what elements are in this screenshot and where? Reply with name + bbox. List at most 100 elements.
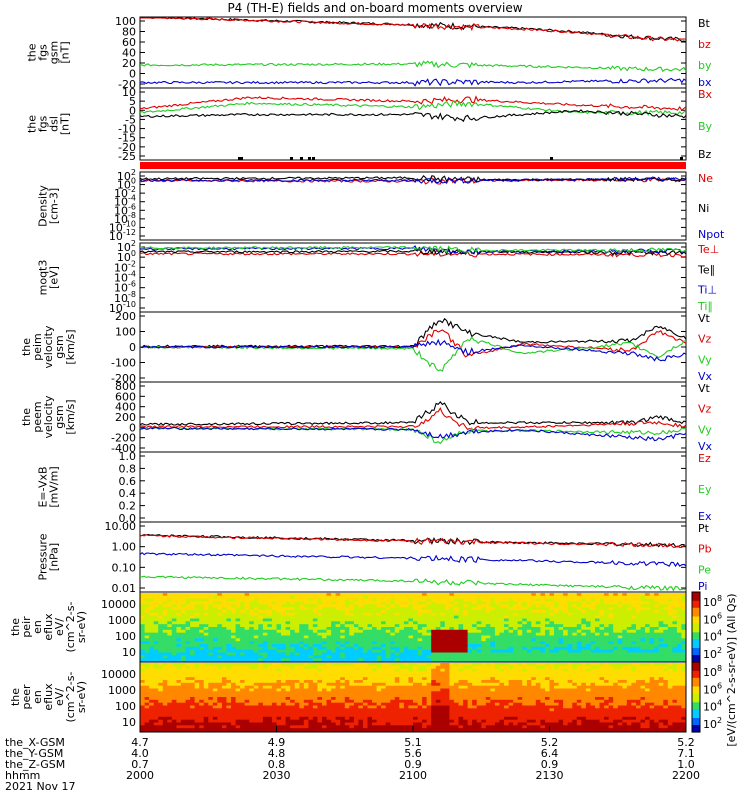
heatmap-cell bbox=[249, 632, 255, 637]
heatmap-cell bbox=[658, 680, 664, 684]
series-line-Vx bbox=[139, 426, 687, 442]
heatmap-cell bbox=[267, 595, 273, 600]
legend-Ni: Ni bbox=[698, 202, 709, 215]
heatmap-cell bbox=[390, 646, 396, 651]
heatmap-cell bbox=[153, 601, 159, 605]
heatmap-cell bbox=[522, 655, 528, 659]
heatmap-cell bbox=[617, 615, 623, 620]
heatmap-cell bbox=[499, 668, 505, 673]
heatmap-cell bbox=[199, 627, 205, 631]
heatmap-cell bbox=[340, 677, 346, 681]
heatmap-cell bbox=[353, 697, 359, 701]
heatmap-cell bbox=[631, 652, 637, 656]
y-axis-label: gsm bbox=[53, 335, 66, 358]
heatmap-cell bbox=[403, 702, 409, 707]
heatmap-cell bbox=[667, 629, 673, 634]
heatmap-cell bbox=[312, 655, 318, 659]
heatmap-cell bbox=[403, 682, 409, 687]
heatmap-cell bbox=[631, 688, 637, 692]
heatmap-cell bbox=[608, 685, 614, 690]
heatmap-cell bbox=[217, 612, 223, 617]
heatmap-cell bbox=[622, 652, 628, 656]
heatmap-cell bbox=[335, 694, 341, 698]
heatmap-cell bbox=[572, 685, 578, 690]
heatmap-cell bbox=[581, 627, 587, 631]
heatmap-cell bbox=[667, 680, 673, 684]
heatmap-cell bbox=[362, 668, 368, 673]
heatmap-cell bbox=[590, 618, 596, 622]
heatmap-cell bbox=[176, 663, 182, 667]
heatmap-cell bbox=[517, 598, 523, 603]
heatmap-cell bbox=[535, 641, 541, 645]
heatmap-cell bbox=[608, 663, 614, 667]
heatmap-cell bbox=[463, 646, 469, 651]
legend-bx: bx bbox=[698, 76, 712, 89]
heatmap-cell bbox=[235, 644, 241, 648]
heatmap-cell bbox=[426, 627, 432, 631]
heatmap-cell bbox=[672, 697, 678, 701]
heatmap-cell bbox=[385, 671, 391, 675]
heatmap-cell bbox=[595, 593, 601, 597]
heatmap-cell bbox=[558, 697, 564, 701]
heatmap-cell bbox=[481, 671, 487, 675]
colorbar-segment bbox=[692, 607, 700, 611]
heatmap-cell bbox=[558, 699, 564, 704]
heatmap-cell bbox=[608, 629, 614, 634]
heatmap-cell bbox=[158, 691, 164, 695]
heatmap-cell bbox=[408, 680, 414, 684]
heatmap-cell bbox=[221, 615, 227, 620]
heatmap-cell bbox=[381, 688, 387, 692]
heatmap-cell bbox=[176, 658, 182, 662]
heatmap-cell bbox=[385, 641, 391, 645]
heatmap-cell bbox=[431, 612, 437, 617]
heatmap-cell bbox=[649, 644, 655, 648]
heatmap-cell bbox=[199, 595, 205, 600]
heatmap-cell bbox=[367, 702, 373, 707]
heatmap-cell bbox=[549, 612, 555, 617]
heatmap-cell bbox=[581, 598, 587, 603]
heatmap-cell bbox=[636, 607, 642, 611]
heatmap-cell bbox=[499, 685, 505, 690]
y-axis-label: eflux bbox=[42, 613, 55, 641]
heatmap-cell bbox=[545, 658, 551, 662]
heatmap-cell bbox=[199, 598, 205, 603]
heatmap-cell bbox=[176, 644, 182, 648]
heatmap-cell bbox=[585, 677, 591, 681]
heatmap-cell bbox=[185, 697, 191, 701]
heatmap-cell bbox=[308, 671, 314, 675]
heatmap-cell bbox=[499, 655, 505, 659]
heatmap-cell bbox=[308, 618, 314, 622]
heatmap-cell bbox=[349, 632, 355, 637]
heatmap-cell bbox=[613, 595, 619, 600]
heatmap-cell bbox=[604, 638, 610, 642]
heatmap-cell bbox=[349, 665, 355, 670]
heatmap-cell bbox=[458, 671, 464, 675]
heatmap-cell bbox=[522, 691, 528, 695]
heatmap-cell bbox=[658, 595, 664, 600]
heatmap-cell bbox=[472, 593, 478, 597]
heatmap-cell bbox=[581, 680, 587, 684]
heatmap-cell bbox=[617, 677, 623, 681]
heatmap-cell bbox=[217, 632, 223, 637]
heatmap-cell bbox=[576, 593, 582, 597]
heatmap-cell bbox=[180, 685, 186, 690]
heatmap-cell bbox=[149, 694, 155, 698]
heatmap-cell bbox=[190, 641, 196, 645]
heatmap-cell bbox=[194, 598, 200, 603]
heatmap-cell bbox=[312, 665, 318, 670]
colorbar-segment bbox=[692, 592, 700, 595]
heatmap-cell bbox=[676, 638, 682, 642]
heatmap-cell bbox=[385, 688, 391, 692]
heatmap-cell bbox=[331, 641, 337, 645]
heatmap-cell bbox=[290, 699, 296, 704]
heatmap-cell bbox=[440, 699, 446, 704]
heatmap-cell bbox=[499, 601, 505, 605]
heatmap-cell bbox=[581, 677, 587, 681]
heatmap-cell bbox=[453, 694, 459, 698]
heatmap-cell bbox=[545, 615, 551, 620]
heatmap-cell bbox=[317, 680, 323, 684]
heatmap-cell bbox=[517, 655, 523, 659]
heatmap-cell bbox=[208, 601, 214, 605]
heatmap-cell bbox=[526, 685, 532, 690]
